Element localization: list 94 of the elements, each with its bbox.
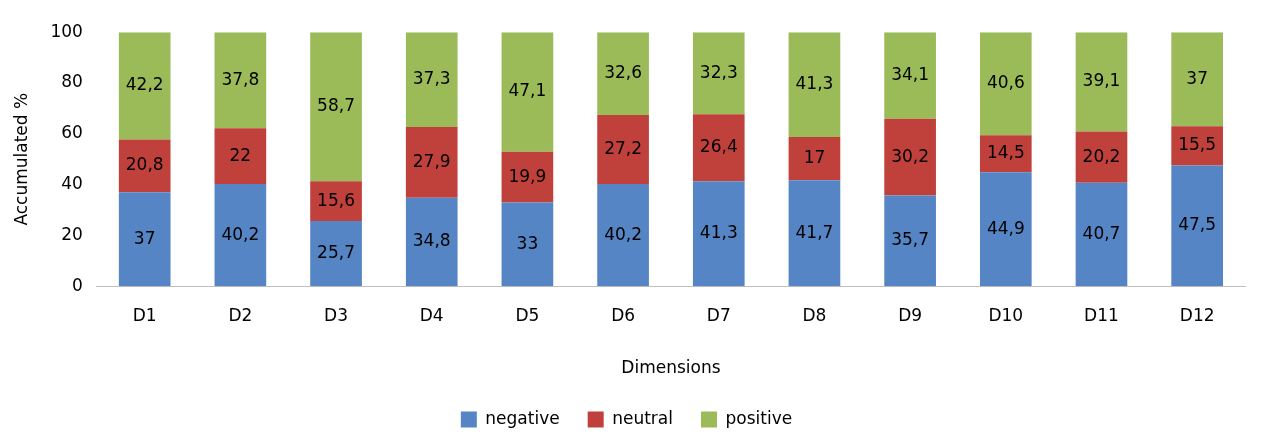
bar [692,114,745,182]
data-label: 20,2 [1082,145,1121,166]
bar [1075,182,1128,287]
legend-label: neutral [612,407,673,428]
bar [310,32,362,182]
data-label: 41,7 [795,221,834,242]
bar [788,32,841,138]
bar [884,195,936,287]
data-label: 44,9 [986,217,1025,238]
data-label: 40,2 [221,223,260,244]
data-label: 20,8 [125,154,164,175]
bar [118,32,171,140]
bar [597,32,649,115]
bar [788,137,841,181]
x-tick-label: D4 [419,304,444,325]
bar [692,32,745,115]
x-tick-label: D9 [898,304,923,325]
y-tick-label: 20 [61,223,83,244]
data-label: 34,8 [412,230,451,251]
data-label: 37 [133,227,156,248]
x-tick-label: D7 [706,304,731,325]
x-tick-label: D1 [132,304,157,325]
data-label: 37,3 [412,67,451,88]
bar [979,32,1032,136]
bar [214,184,267,287]
x-axis-title: Dimensions [621,357,721,378]
data-label: 26,4 [699,136,738,157]
data-label: 34,1 [891,63,930,84]
data-label: 37 [1186,67,1208,88]
data-label: 41,3 [699,222,738,243]
data-label: 33 [516,232,539,253]
bar [405,197,458,287]
x-tick-label: D12 [1179,304,1215,325]
x-tick-label: D11 [1084,304,1119,325]
x-tick-label: D6 [611,304,636,325]
data-label: 39,1 [1082,70,1121,91]
legend-label: negative [485,407,560,428]
y-tick-label: 60 [61,122,83,143]
bar [405,32,458,127]
x-tick-label: D8 [802,304,827,325]
x-tick-label: D3 [324,304,348,325]
data-label: 14,5 [986,142,1025,163]
bar [501,32,554,152]
data-label: 15,6 [317,189,355,210]
data-label: 41,3 [795,73,834,94]
data-label: 40,2 [604,223,643,244]
data-label: 25,7 [317,241,355,262]
data-label: 22 [229,144,252,165]
data-label: 27,2 [604,137,643,158]
bar [884,32,936,119]
bar [1171,165,1223,287]
bar [692,181,745,287]
data-label: 30,2 [891,145,930,166]
x-tick-label: D10 [988,304,1024,325]
data-label: 32,6 [604,62,643,83]
bar [597,115,649,185]
data-label: 32,3 [699,61,738,82]
data-label: 35,7 [891,229,930,250]
bar [501,202,554,287]
data-label: 42,2 [125,74,164,95]
bar [979,135,1032,173]
bar [214,32,267,129]
data-label: 58,7 [317,95,355,116]
bar [1075,32,1128,132]
bar [884,118,936,196]
y-tick-label: 0 [72,274,83,295]
bar [1171,126,1223,166]
bar [310,220,362,287]
bar [214,128,267,185]
bar [1075,131,1128,183]
legend-label: positive [725,407,793,428]
data-label: 37,8 [221,68,260,89]
y-axis-title: Accumulated % [10,92,31,226]
bar [118,139,171,193]
bar [597,184,649,287]
data-label: 47,5 [1178,214,1217,235]
data-label: 19,9 [508,165,547,186]
bar [310,181,362,221]
bar [979,172,1032,287]
data-label: 17 [803,147,826,168]
data-label: 27,9 [412,150,451,171]
bar [118,192,171,287]
bar [788,180,841,287]
y-tick-label: 40 [61,173,83,194]
x-tick-label: D5 [515,304,540,325]
data-label: 47,1 [508,80,547,101]
data-label: 40,6 [986,72,1025,93]
y-tick-label: 80 [61,71,83,92]
bar [405,126,458,198]
y-tick-label: 100 [50,20,83,41]
data-label: 15,5 [1178,134,1217,155]
bar [1171,32,1223,127]
data-label: 40,7 [1082,222,1121,243]
x-tick-label: D2 [228,304,253,325]
